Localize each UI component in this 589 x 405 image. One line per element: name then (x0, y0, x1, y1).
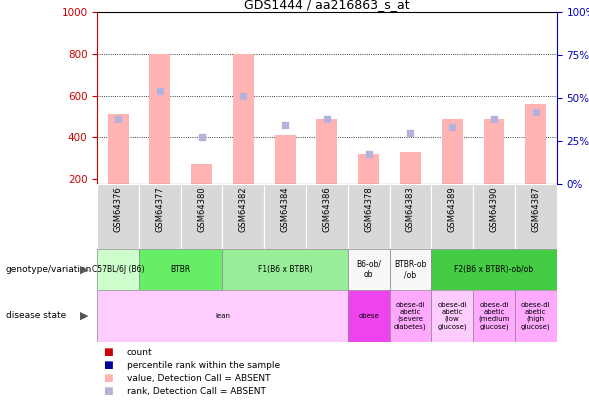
Text: GSM64377: GSM64377 (155, 186, 164, 232)
Bar (139, 249, 223, 290)
Bar (348, 249, 389, 290)
Bar (484, 119, 504, 184)
Text: ■: ■ (103, 360, 113, 370)
Bar (473, 184, 515, 249)
Text: obese-di
abetic
(medium
glucose): obese-di abetic (medium glucose) (478, 302, 509, 330)
Text: disease state: disease state (6, 311, 66, 320)
Bar (389, 184, 431, 249)
Text: F2(B6 x BTBR)-ob/ob: F2(B6 x BTBR)-ob/ob (454, 265, 534, 274)
Bar (316, 119, 337, 184)
Text: GSM64378: GSM64378 (364, 186, 373, 232)
Bar (108, 114, 128, 184)
Point (280, 122, 290, 128)
Text: count: count (127, 348, 153, 357)
Bar (473, 290, 515, 342)
Text: GSM64389: GSM64389 (448, 186, 456, 232)
Point (448, 124, 457, 130)
Bar (97, 184, 139, 249)
Text: GSM64386: GSM64386 (322, 186, 332, 232)
Bar (264, 184, 306, 249)
Text: ■: ■ (103, 347, 113, 357)
Text: lean: lean (215, 313, 230, 319)
Text: BTBR-ob
/ob: BTBR-ob /ob (394, 260, 426, 279)
Bar (233, 54, 254, 184)
Text: ■: ■ (103, 373, 113, 383)
Text: genotype/variation: genotype/variation (6, 265, 92, 274)
Bar (274, 135, 296, 184)
Point (197, 134, 206, 141)
Bar (358, 154, 379, 184)
Text: GSM64382: GSM64382 (239, 186, 248, 232)
Bar (389, 290, 431, 342)
Bar (191, 164, 212, 184)
Bar (431, 249, 557, 290)
Text: rank, Detection Call = ABSENT: rank, Detection Call = ABSENT (127, 387, 266, 396)
Text: value, Detection Call = ABSENT: value, Detection Call = ABSENT (127, 374, 270, 383)
Bar (139, 184, 181, 249)
Bar (515, 290, 557, 342)
Bar (515, 184, 557, 249)
Point (322, 115, 332, 122)
Bar (181, 184, 223, 249)
Text: GSM64384: GSM64384 (280, 186, 290, 232)
Text: ▶: ▶ (80, 311, 88, 321)
Text: percentile rank within the sample: percentile rank within the sample (127, 361, 280, 370)
Bar (525, 104, 546, 184)
Text: obese: obese (358, 313, 379, 319)
Bar (306, 184, 348, 249)
Point (406, 130, 415, 136)
Text: ▶: ▶ (80, 264, 88, 274)
Text: GSM64383: GSM64383 (406, 186, 415, 232)
Bar (442, 119, 462, 184)
Point (155, 88, 164, 95)
Text: GSM64387: GSM64387 (531, 186, 540, 232)
Text: obese-di
abetic
(low
glucose): obese-di abetic (low glucose) (438, 302, 467, 330)
Bar (348, 184, 389, 249)
Bar (348, 290, 389, 342)
Point (239, 92, 248, 99)
Bar (97, 290, 348, 342)
Bar (223, 184, 264, 249)
Bar (150, 54, 170, 184)
Bar (97, 249, 139, 290)
Bar (431, 184, 473, 249)
Text: F1(B6 x BTBR): F1(B6 x BTBR) (258, 265, 312, 274)
Title: GDS1444 / aa216863_s_at: GDS1444 / aa216863_s_at (244, 0, 410, 11)
Text: obese-di
abetic
(high
glucose): obese-di abetic (high glucose) (521, 302, 551, 330)
Text: obese-di
abetic
(severe
diabetes): obese-di abetic (severe diabetes) (394, 302, 427, 330)
Point (489, 115, 499, 122)
Bar (431, 290, 473, 342)
Point (113, 115, 123, 122)
Text: GSM64376: GSM64376 (114, 186, 123, 232)
Bar (400, 152, 421, 184)
Text: ■: ■ (103, 386, 113, 396)
Text: GSM64380: GSM64380 (197, 186, 206, 232)
Bar (389, 249, 431, 290)
Point (364, 151, 373, 157)
Text: B6-ob/
ob: B6-ob/ ob (356, 260, 381, 279)
Point (531, 109, 541, 115)
Text: GSM64390: GSM64390 (489, 186, 498, 232)
Text: C57BL/6J (B6): C57BL/6J (B6) (92, 265, 144, 274)
Text: BTBR: BTBR (171, 265, 191, 274)
Bar (223, 249, 348, 290)
